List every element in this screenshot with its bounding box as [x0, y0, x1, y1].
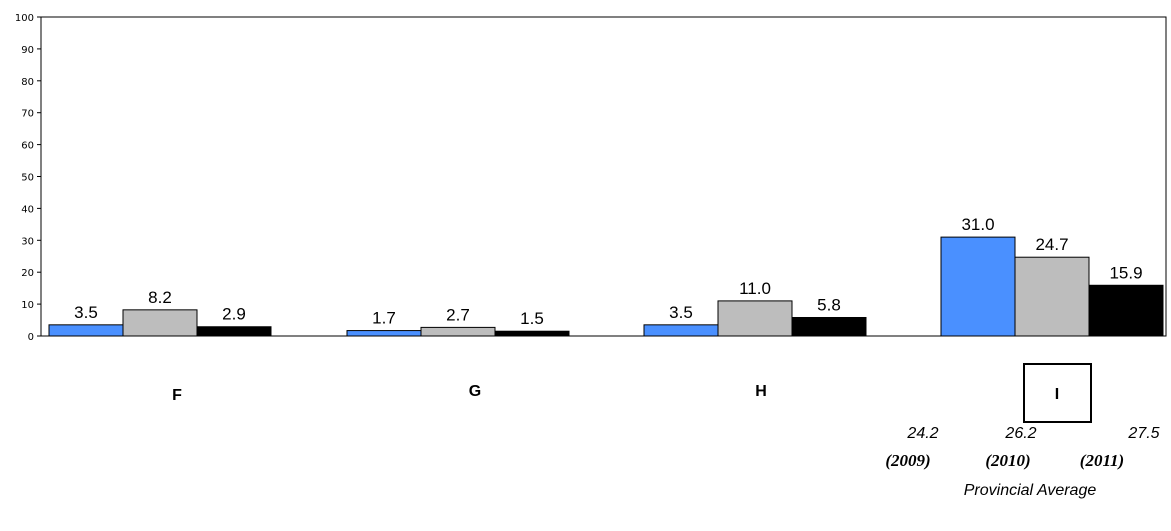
avg-value-2010: 26.2: [1004, 425, 1036, 442]
value-label-f-series-1: 3.5: [74, 303, 98, 322]
y-tick-label: 60: [21, 141, 34, 152]
bar-h-series-2: [717, 300, 793, 337]
y-tick-label: 70: [21, 109, 34, 120]
bar-g-series-3: [494, 330, 570, 337]
bar-h-series-3: [791, 316, 867, 337]
y-axis: 0 10 20 30 40 50 60 70 80 90 100: [15, 13, 41, 343]
bar-h-series-1: [643, 324, 719, 337]
value-label-f-series-3: 2.9: [222, 305, 246, 324]
bar-f-series-2: [122, 309, 198, 337]
bar-i-series-1: [940, 236, 1016, 337]
y-tick-label: 10: [21, 300, 34, 311]
bar-g-series-1: [346, 330, 422, 337]
avg-year-2009: (2009): [885, 451, 930, 470]
value-label-h-series-2: 11.0: [739, 279, 771, 298]
y-tick-label: 90: [21, 45, 34, 56]
value-label-i-series-2: 24.7: [1035, 235, 1068, 254]
avg-year-2011: (2011): [1080, 451, 1124, 470]
y-tick-label: 80: [21, 77, 34, 88]
bar-i-series-2: [1014, 256, 1090, 337]
category-label-i: I: [1055, 386, 1059, 403]
value-label-i-series-3: 15.9: [1109, 263, 1142, 282]
category-label-h: H: [755, 383, 767, 400]
value-label-i-series-1: 31.0: [961, 215, 994, 234]
bar-g-series-2: [420, 326, 496, 337]
bar-i-series-3: [1088, 284, 1164, 337]
bars-group: [48, 236, 1164, 337]
value-label-g-series-3: 1.5: [520, 309, 544, 328]
value-label-g-series-2: 2.7: [446, 305, 470, 324]
bar-f-series-3: [196, 326, 272, 337]
y-tick-label: 40: [21, 204, 34, 215]
provincial-average: 24.2 26.2 27.5 (2009) (2010) (2011) Prov…: [885, 425, 1159, 499]
y-tick-label: 30: [21, 236, 34, 247]
value-label-h-series-1: 3.5: [669, 303, 693, 322]
value-label-f-series-2: 8.2: [148, 288, 172, 307]
highlight-box: [1023, 363, 1092, 423]
avg-title: Provincial Average: [964, 482, 1097, 499]
y-tick-label: 50: [21, 173, 34, 184]
avg-year-2010: (2010): [985, 451, 1030, 470]
value-label-g-series-1: 1.7: [372, 309, 396, 328]
y-tick-label: 20: [21, 268, 34, 279]
avg-value-2009: 24.2: [906, 425, 938, 442]
y-tick-label: 100: [15, 13, 34, 24]
value-labels-group: 3.5 8.2 2.9 1.7 2.7 1.5 3.5 11.0 5.8 31.0 24.7 15.9: [74, 215, 1142, 328]
category-label-g: G: [469, 383, 481, 400]
bar-f-series-1: [48, 324, 124, 337]
avg-value-2011: 27.5: [1127, 425, 1159, 442]
value-label-h-series-3: 5.8: [817, 295, 841, 314]
category-label-f: F: [172, 387, 182, 404]
y-tick-label: 0: [28, 332, 34, 343]
category-labels-group: F G H I: [172, 383, 1059, 404]
